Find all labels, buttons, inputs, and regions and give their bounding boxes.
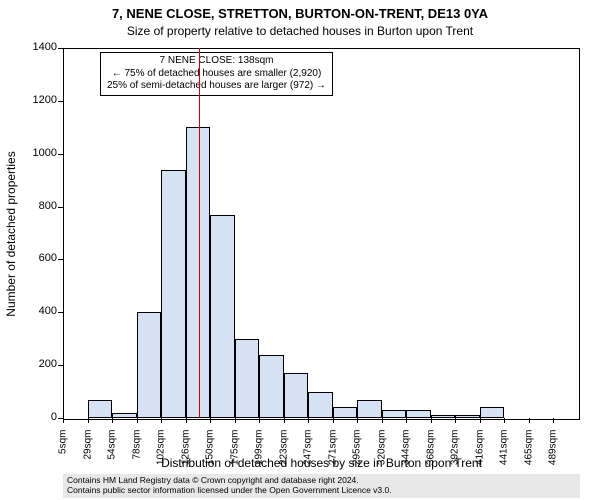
y-tick [58, 312, 63, 313]
y-tick-label: 1200 [23, 94, 57, 106]
x-tick [455, 418, 456, 423]
histogram-bar [357, 400, 382, 419]
x-tick [357, 418, 358, 423]
y-tick-label: 600 [23, 252, 57, 264]
x-tick-label: 54sqm [107, 430, 118, 470]
x-tick-label: 416sqm [474, 430, 485, 470]
y-axis-label: Number of detached properties [4, 48, 20, 420]
histogram-bar [333, 407, 358, 418]
y-tick [58, 259, 63, 260]
y-tick-label: 800 [23, 200, 57, 212]
y-tick-label: 200 [23, 358, 57, 370]
x-tick-label: 295sqm [352, 430, 363, 470]
y-tick-label: 400 [23, 305, 57, 317]
chart-title-main: 7, NENE CLOSE, STRETTON, BURTON-ON-TRENT… [0, 6, 600, 21]
y-tick-label: 0 [23, 411, 57, 423]
x-tick [235, 418, 236, 423]
y-tick-label: 1000 [23, 147, 57, 159]
histogram-bar [406, 410, 431, 418]
x-tick-label: 247sqm [303, 430, 314, 470]
x-tick-label: 320sqm [376, 430, 387, 470]
x-tick-label: 271sqm [327, 430, 338, 470]
x-tick [480, 418, 481, 423]
annotation-line2: ← 75% of detached houses are smaller (2,… [107, 68, 326, 81]
x-tick-label: 465sqm [523, 430, 534, 470]
histogram-bar [382, 410, 407, 418]
x-tick [284, 418, 285, 423]
histogram-bar [186, 127, 211, 418]
x-tick [529, 418, 530, 423]
x-tick-label: 5sqm [58, 430, 69, 470]
histogram-bar [88, 400, 113, 419]
x-tick-label: 489sqm [548, 430, 559, 470]
annotation-line3: 25% of semi-detached houses are larger (… [107, 80, 326, 93]
x-tick-label: 78sqm [131, 430, 142, 470]
x-tick-label: 441sqm [499, 430, 510, 470]
reference-line [199, 48, 200, 418]
annotation-line1: 7 NENE CLOSE: 138sqm [107, 55, 326, 68]
y-tick [58, 207, 63, 208]
histogram-bar [480, 407, 505, 418]
x-tick-label: 150sqm [205, 430, 216, 470]
x-tick [406, 418, 407, 423]
x-tick [112, 418, 113, 423]
y-tick-label: 1400 [23, 41, 57, 53]
footer-line1: Contains HM Land Registry data © Crown c… [67, 475, 576, 485]
x-tick-label: 29sqm [82, 430, 93, 470]
x-tick [553, 418, 554, 423]
x-tick [186, 418, 187, 423]
y-tick [58, 154, 63, 155]
histogram-bar [137, 312, 162, 418]
x-tick [259, 418, 260, 423]
x-tick [161, 418, 162, 423]
y-tick [58, 101, 63, 102]
x-tick-label: 199sqm [254, 430, 265, 470]
chart-container: 7, NENE CLOSE, STRETTON, BURTON-ON-TRENT… [0, 0, 600, 500]
annotation-box: 7 NENE CLOSE: 138sqm ← 75% of detached h… [100, 52, 333, 96]
y-tick [58, 48, 63, 49]
histogram-bar [284, 373, 309, 418]
y-tick [58, 365, 63, 366]
x-tick-label: 344sqm [401, 430, 412, 470]
x-tick [210, 418, 211, 423]
histogram-bar [259, 355, 284, 418]
x-tick [504, 418, 505, 423]
x-tick-label: 102sqm [156, 430, 167, 470]
x-tick-label: 392sqm [450, 430, 461, 470]
histogram-bar [455, 415, 480, 418]
histogram-bar [210, 215, 235, 419]
x-tick-label: 368sqm [425, 430, 436, 470]
histogram-bar [308, 392, 333, 418]
x-tick [382, 418, 383, 423]
x-tick-label: 223sqm [278, 430, 289, 470]
x-tick [137, 418, 138, 423]
x-tick [431, 418, 432, 423]
histogram-bar [161, 170, 186, 418]
footer-line2: Contains public sector information licen… [67, 485, 576, 495]
x-tick [88, 418, 89, 423]
histogram-bar [112, 413, 137, 418]
x-tick [333, 418, 334, 423]
histogram-bar [235, 339, 260, 418]
x-tick [308, 418, 309, 423]
x-tick-label: 175sqm [229, 430, 240, 470]
x-tick [63, 418, 64, 423]
histogram-bar [431, 415, 456, 418]
chart-title-sub: Size of property relative to detached ho… [0, 24, 600, 38]
footer-attribution: Contains HM Land Registry data © Crown c… [63, 474, 580, 498]
x-tick-label: 126sqm [180, 430, 191, 470]
